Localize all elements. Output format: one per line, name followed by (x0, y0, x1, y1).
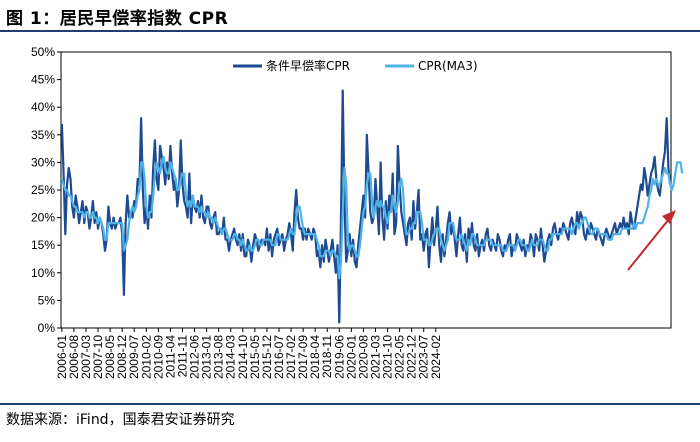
x-tick-label: 2008-12 (115, 335, 129, 379)
x-tick-label: 2012-06 (188, 335, 202, 379)
x-tick-label: 2011-11 (175, 335, 189, 378)
trend-arrow (627, 210, 676, 271)
y-axis: 0% 5% 10% 15% 20% 25% 30% 35% 40% 45% 50% (31, 45, 61, 335)
y-tick-label: 0% (38, 321, 56, 335)
x-tick-label: 2014-10 (236, 335, 250, 379)
legend-label-cpr: 条件早偿率CPR (266, 58, 350, 73)
x-tick-label: 2018-04 (308, 335, 322, 379)
x-tick-label: 2006-01 (55, 335, 69, 379)
y-tick-label: 20% (31, 211, 55, 225)
x-axis: 2006-012006-082007-032007-102008-052008-… (55, 328, 443, 379)
x-tick-label: 2023-07 (417, 335, 431, 379)
x-tick-label: 2008-05 (103, 335, 117, 379)
y-tick-label: 15% (31, 238, 55, 252)
x-tick-label: 2017-09 (296, 335, 310, 379)
x-tick-label: 2015-05 (248, 335, 262, 379)
legend: 条件早偿率CPR CPR(MA3) (233, 58, 478, 73)
series-cpr-ma3-line (60, 155, 684, 280)
x-tick-label: 2020-01 (344, 335, 358, 379)
x-tick-label: 2021-10 (381, 335, 395, 379)
x-tick-label: 2014-03 (224, 335, 238, 379)
y-tick-label: 10% (31, 266, 55, 280)
series-cpr-line (60, 89, 672, 324)
x-tick-label: 2009-07 (127, 335, 141, 379)
x-tick-label: 2013-01 (200, 335, 214, 379)
x-tick-label: 2024-02 (429, 335, 443, 379)
y-tick-label: 40% (31, 100, 55, 114)
x-tick-label: 2017-02 (284, 335, 298, 379)
legend-label-ma3: CPR(MA3) (418, 59, 478, 73)
x-tick-label: 2006-08 (67, 335, 81, 379)
y-tick-label: 35% (31, 128, 55, 142)
x-tick-label: 2013-08 (212, 335, 226, 379)
footer-rule (0, 403, 700, 405)
x-tick-label: 2021-03 (368, 335, 382, 379)
source-note: 数据来源：iFind，国泰君安证券研究 (6, 412, 235, 428)
trend-arrow-head (662, 210, 676, 224)
x-tick-label: 2019-06 (332, 335, 346, 379)
title-rule (0, 30, 700, 32)
x-tick-label: 2022-12 (405, 335, 419, 379)
y-tick-label: 45% (31, 73, 55, 87)
x-tick-label: 2007-03 (79, 335, 93, 379)
y-tick-label: 5% (38, 293, 56, 307)
trend-arrow-shaft (627, 218, 670, 271)
y-tick-label: 30% (31, 155, 55, 169)
x-tick-label: 2010-02 (139, 335, 153, 379)
y-tick-label: 25% (31, 183, 55, 197)
figure-title: 图 1：居民早偿率指数 CPR (6, 9, 229, 29)
x-tick-label: 2018-11 (320, 335, 334, 378)
x-tick-label: 2020-08 (356, 335, 370, 379)
x-tick-label: 2011-04 (163, 335, 177, 378)
x-tick-label: 2007-10 (91, 335, 105, 379)
x-tick-label: 2016-07 (272, 335, 286, 379)
y-tick-label: 50% (31, 45, 55, 59)
x-tick-label: 2022-05 (393, 335, 407, 379)
x-tick-label: 2015-12 (260, 335, 274, 379)
x-tick-label: 2010-09 (151, 335, 165, 379)
